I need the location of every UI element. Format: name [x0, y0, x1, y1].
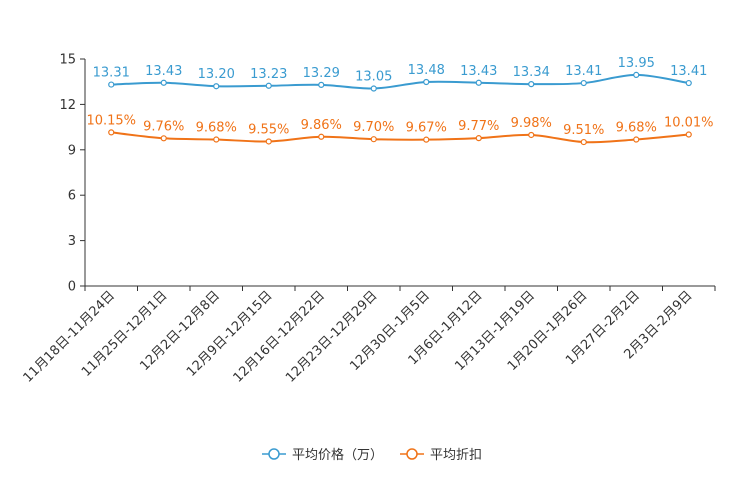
y-tick-label: 0	[68, 280, 76, 295]
data-label: 13.31	[93, 66, 130, 81]
data-label: 13.23	[250, 67, 287, 82]
data-point[interactable]	[108, 129, 115, 136]
data-label: 9.76%	[143, 119, 184, 134]
data-label: 9.77%	[458, 119, 499, 134]
data-label: 9.98%	[511, 116, 552, 131]
y-tick-label: 6	[68, 189, 76, 204]
chart-series: 13.31 13.43 13.20 13.23 13.29 13.05 13.48 13.43…	[86, 56, 714, 146]
legend-marker	[406, 448, 418, 460]
data-point[interactable]	[633, 71, 640, 78]
data-point[interactable]	[318, 133, 325, 140]
data-point[interactable]	[370, 85, 377, 92]
data-point[interactable]	[423, 78, 430, 86]
data-label: 13.43	[145, 64, 182, 79]
data-label: 10.01%	[664, 116, 714, 131]
data-label: 10.15%	[86, 113, 136, 128]
data-point[interactable]	[160, 79, 167, 86]
data-point[interactable]	[160, 135, 167, 142]
data-label: 9.67%	[406, 121, 447, 136]
data-label: 13.41	[670, 64, 707, 79]
data-point[interactable]	[423, 136, 430, 143]
y-tick-label: 12	[59, 98, 76, 113]
data-label: 13.43	[460, 64, 497, 79]
data-point[interactable]	[265, 138, 272, 145]
series-2: 10.15% 9.76% 9.68% 9.55% 9.86% 9.70% 9.67% 9.77…	[86, 113, 714, 146]
data-point[interactable]	[265, 82, 272, 89]
data-label: 9.70%	[353, 120, 394, 135]
legend-label: 平均折扣	[430, 448, 482, 463]
data-point[interactable]	[633, 136, 640, 143]
data-point[interactable]	[580, 79, 587, 87]
data-label: 13.29	[303, 66, 340, 81]
series-line	[111, 131, 689, 144]
data-point[interactable]	[213, 136, 220, 143]
data-point[interactable]	[213, 83, 220, 90]
data-label: 13.41	[565, 64, 602, 79]
data-label: 9.68%	[616, 121, 657, 136]
x-tick-label: 12月23日-12月29日	[283, 288, 380, 385]
legend-label: 平均价格（万）	[292, 447, 383, 463]
data-point[interactable]	[528, 81, 535, 88]
data-point[interactable]	[528, 131, 535, 139]
data-point[interactable]	[370, 136, 377, 143]
data-label: 13.34	[513, 65, 550, 80]
series-line	[111, 73, 689, 90]
data-point[interactable]	[580, 138, 587, 146]
data-label: 13.05	[355, 70, 392, 85]
data-point[interactable]	[475, 79, 482, 86]
data-point[interactable]	[475, 135, 482, 142]
x-tick-label: 12月16日-12月22日	[231, 288, 328, 385]
x-tick-label: 11月18日-11月24日	[21, 288, 118, 385]
data-point[interactable]	[318, 81, 325, 88]
data-label: 13.20	[198, 67, 235, 82]
chart-legend[interactable]: 平均价格（万） 平均折扣	[262, 447, 482, 463]
data-point[interactable]	[685, 131, 692, 138]
y-tick-label: 9	[68, 143, 76, 158]
data-point[interactable]	[685, 79, 692, 87]
legend-marker	[268, 448, 280, 460]
y-tick-label: 3	[68, 234, 76, 249]
legend-item-2[interactable]: 平均折扣	[400, 448, 482, 463]
data-label: 9.51%	[563, 123, 604, 138]
series-1: 13.31 13.43 13.20 13.23 13.29 13.05 13.48 13.43…	[93, 56, 707, 92]
data-label: 9.55%	[248, 122, 289, 137]
data-label: 13.95	[618, 56, 655, 71]
data-point[interactable]	[108, 81, 115, 88]
data-label: 13.48	[408, 63, 445, 78]
chart-axes: 0369121511月18日-11月24日11月25日-12月1日12月2日-1…	[21, 53, 716, 386]
legend-item-1[interactable]: 平均价格（万）	[262, 447, 383, 463]
data-label: 9.86%	[301, 118, 342, 133]
data-label: 9.68%	[196, 121, 237, 136]
y-tick-label: 15	[59, 53, 76, 68]
